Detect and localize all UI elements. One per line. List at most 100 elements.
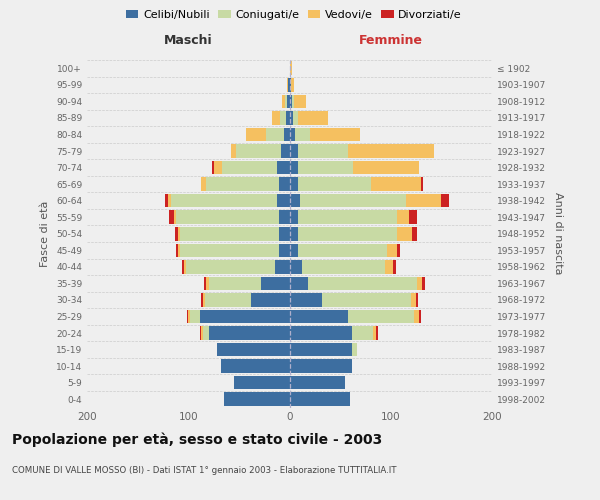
Bar [206,276,209,290]
Bar [290,62,292,75]
Bar [206,178,280,191]
Bar [203,293,205,306]
Bar [290,392,350,406]
Bar [299,194,406,207]
Bar [202,326,203,340]
Bar [175,227,178,240]
Bar [169,210,174,224]
Bar [373,326,376,340]
Bar [290,326,352,340]
Bar [287,94,290,108]
Bar [417,276,422,290]
Bar [353,161,419,174]
Bar [416,293,418,306]
Bar [283,94,286,108]
Bar [298,161,353,174]
Bar [290,343,352,356]
Bar [174,210,176,224]
Y-axis label: Fasce di età: Fasce di età [40,200,50,267]
Bar [419,310,421,324]
Bar [287,78,289,92]
Bar [290,293,322,306]
Bar [397,244,400,257]
Bar [393,260,396,274]
Bar [290,94,292,108]
Bar [376,326,377,340]
Bar [275,260,290,274]
Bar [406,194,442,207]
Bar [165,194,168,207]
Bar [290,78,293,92]
Bar [286,111,290,124]
Bar [298,144,348,158]
Legend: Celibi/Nubili, Coniugati/e, Vedovi/e, Divorziati/e: Celibi/Nubili, Coniugati/e, Vedovi/e, Di… [122,6,466,25]
Bar [284,128,290,141]
Bar [289,78,290,92]
Bar [298,244,387,257]
Bar [200,326,202,340]
Bar [292,94,293,108]
Bar [168,194,171,207]
Bar [352,326,373,340]
Bar [286,94,287,108]
Bar [310,128,361,141]
Bar [171,194,277,207]
Bar [209,276,261,290]
Bar [180,227,280,240]
Bar [231,144,236,158]
Bar [290,128,295,141]
Bar [387,244,397,257]
Bar [203,326,209,340]
Bar [290,360,352,373]
Bar [187,310,188,324]
Bar [184,260,186,274]
Bar [180,244,280,257]
Bar [277,194,290,207]
Bar [280,210,290,224]
Text: Popolazione per età, sesso e stato civile - 2003: Popolazione per età, sesso e stato civil… [12,432,382,447]
Bar [290,161,298,174]
Bar [397,210,409,224]
Bar [385,260,393,274]
Text: COMUNE DI VALLE MOSSO (BI) - Dati ISTAT 1° gennaio 2003 - Elaborazione TUTTITALI: COMUNE DI VALLE MOSSO (BI) - Dati ISTAT … [12,466,397,475]
Bar [295,128,310,141]
Bar [293,94,306,108]
Bar [266,128,284,141]
Bar [209,326,290,340]
Bar [280,227,290,240]
Bar [178,227,180,240]
Bar [422,276,425,290]
Bar [214,161,221,174]
Bar [205,293,251,306]
Text: Maschi: Maschi [164,34,212,47]
Bar [272,111,280,124]
Bar [290,310,348,324]
Bar [322,293,411,306]
Bar [348,310,414,324]
Bar [411,293,416,306]
Bar [348,144,434,158]
Bar [200,310,290,324]
Bar [280,111,286,124]
Bar [221,360,290,373]
Bar [186,260,275,274]
Bar [371,178,421,191]
Bar [224,392,290,406]
Bar [202,178,206,191]
Bar [221,161,277,174]
Bar [182,260,184,274]
Bar [290,210,298,224]
Text: Femmine: Femmine [359,34,423,47]
Bar [261,276,290,290]
Bar [176,210,280,224]
Bar [298,111,328,124]
Bar [281,144,290,158]
Bar [290,227,298,240]
Bar [290,178,298,191]
Bar [290,276,308,290]
Bar [293,111,298,124]
Y-axis label: Anni di nascita: Anni di nascita [553,192,563,275]
Bar [176,244,178,257]
Bar [308,276,417,290]
Bar [205,276,206,290]
